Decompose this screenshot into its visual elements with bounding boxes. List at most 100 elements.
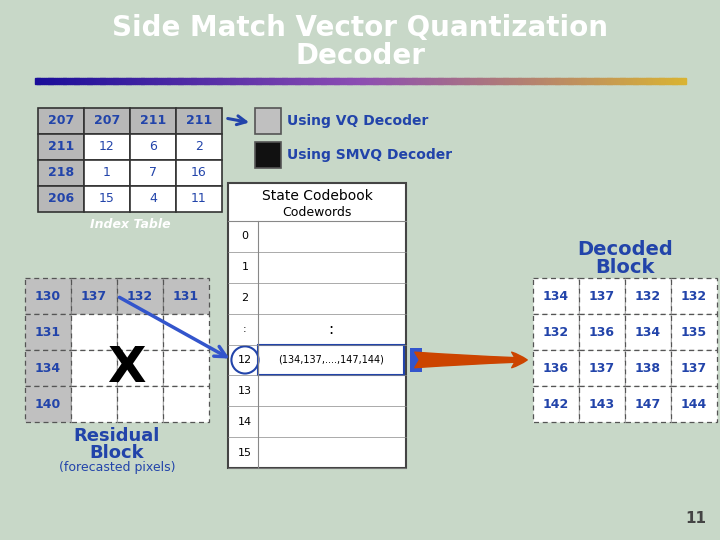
Bar	[71, 350, 117, 386]
Bar	[403, 78, 406, 84]
Bar	[652, 78, 655, 84]
Bar	[25, 278, 71, 314]
Bar	[37, 78, 40, 84]
Bar	[284, 78, 287, 84]
Bar	[395, 78, 397, 84]
Bar	[189, 78, 192, 84]
Bar	[557, 78, 560, 84]
Bar	[345, 78, 348, 84]
Text: 12: 12	[238, 355, 252, 365]
Bar	[559, 78, 562, 84]
Bar	[176, 78, 179, 84]
Bar	[579, 278, 625, 314]
Bar	[236, 78, 239, 84]
Text: Using VQ Decoder: Using VQ Decoder	[287, 114, 428, 128]
Bar	[169, 78, 172, 84]
Bar	[325, 78, 328, 84]
Bar	[373, 78, 376, 84]
Text: 137: 137	[681, 361, 707, 375]
Bar	[137, 78, 140, 84]
Bar	[208, 78, 211, 84]
Bar	[462, 78, 464, 84]
Text: 134: 134	[635, 326, 661, 339]
Bar	[132, 78, 135, 84]
Bar	[531, 78, 534, 84]
Bar	[665, 78, 668, 84]
Bar	[306, 78, 308, 84]
Bar	[85, 78, 88, 84]
Bar	[117, 350, 163, 386]
Bar	[315, 78, 318, 84]
Text: Decoded: Decoded	[577, 240, 673, 259]
Bar	[321, 78, 324, 84]
Text: 0: 0	[241, 232, 248, 241]
Bar	[625, 278, 671, 314]
Bar	[663, 78, 666, 84]
Bar	[644, 78, 647, 84]
Bar	[362, 78, 365, 84]
Bar	[46, 78, 48, 84]
Text: 218: 218	[48, 166, 74, 179]
Text: 147: 147	[635, 397, 661, 410]
Bar	[609, 78, 612, 84]
Bar	[553, 78, 556, 84]
Bar	[618, 78, 621, 84]
Bar	[633, 78, 636, 84]
Bar	[165, 78, 168, 84]
Bar	[671, 350, 717, 386]
Bar	[579, 350, 625, 386]
Bar	[261, 78, 263, 84]
Text: 14: 14	[238, 417, 252, 427]
Bar	[674, 78, 677, 84]
Bar	[221, 78, 224, 84]
Bar	[642, 78, 644, 84]
Bar	[661, 78, 664, 84]
Bar	[436, 78, 438, 84]
Bar	[141, 78, 144, 84]
Bar	[671, 278, 717, 314]
Text: 1: 1	[241, 262, 248, 272]
Bar	[48, 78, 50, 84]
Bar	[338, 78, 341, 84]
Bar	[646, 78, 649, 84]
Bar	[232, 78, 235, 84]
Bar	[459, 78, 462, 84]
Bar	[163, 350, 209, 386]
Text: 134: 134	[543, 289, 569, 302]
Bar	[139, 78, 142, 84]
Bar	[163, 386, 209, 422]
Bar	[418, 78, 421, 84]
Text: 132: 132	[127, 289, 153, 302]
Bar	[551, 78, 554, 84]
Bar	[384, 78, 387, 84]
Bar	[629, 78, 631, 84]
Bar	[540, 78, 542, 84]
Bar	[425, 78, 428, 84]
Bar	[620, 78, 623, 84]
Bar	[184, 78, 187, 84]
Bar	[182, 78, 185, 84]
Bar	[482, 78, 484, 84]
Bar	[258, 78, 261, 84]
Bar	[317, 78, 320, 84]
Bar	[70, 78, 72, 84]
Bar	[158, 78, 161, 84]
Text: State Codebook: State Codebook	[261, 189, 372, 203]
Text: 132: 132	[681, 289, 707, 302]
Bar	[538, 78, 540, 84]
Bar	[150, 78, 153, 84]
Text: 211: 211	[186, 114, 212, 127]
Text: 135: 135	[681, 326, 707, 339]
Bar	[115, 78, 118, 84]
Bar	[161, 78, 163, 84]
Bar	[379, 78, 382, 84]
Bar	[68, 78, 70, 84]
Bar	[83, 78, 86, 84]
Bar	[611, 78, 614, 84]
Bar	[600, 78, 603, 84]
Text: 15: 15	[238, 448, 252, 457]
Bar	[269, 78, 271, 84]
Bar	[98, 78, 101, 84]
Bar	[518, 78, 521, 84]
Bar	[130, 108, 176, 134]
